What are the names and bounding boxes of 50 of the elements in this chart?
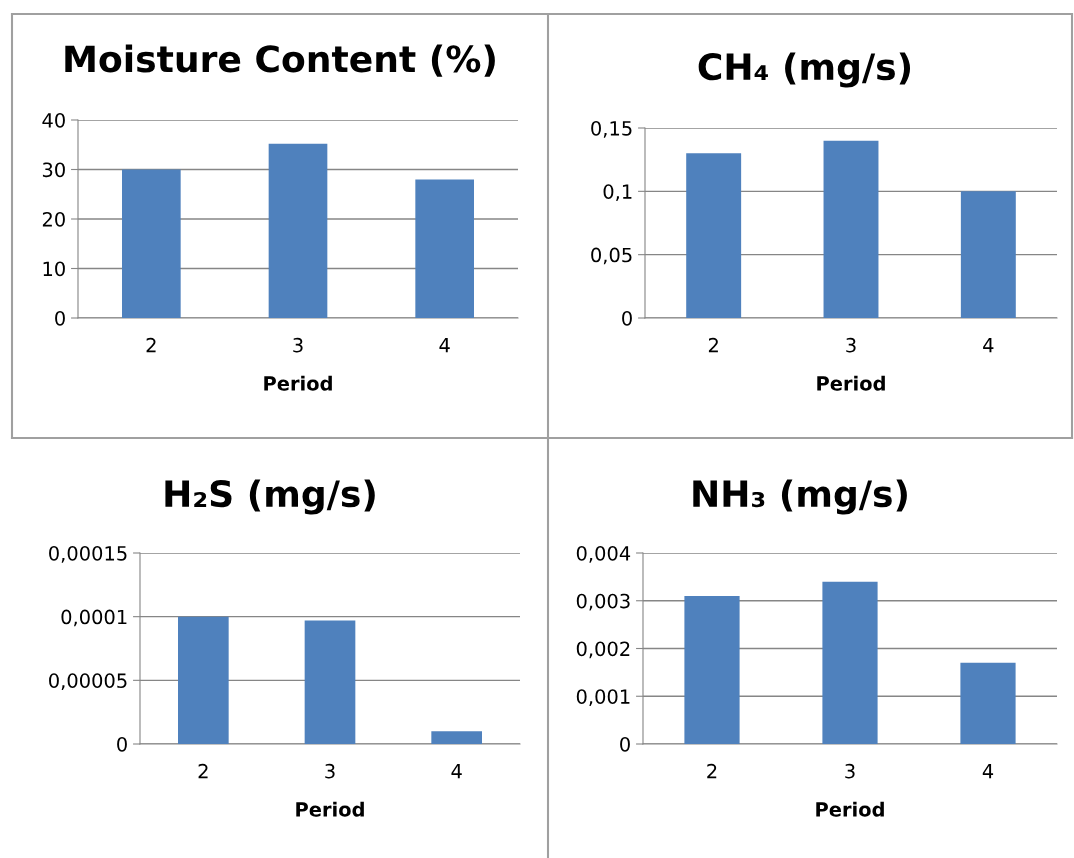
- bar: [415, 179, 474, 318]
- bar: [268, 143, 328, 318]
- y-tick-label: 0,002: [576, 641, 630, 659]
- x-axis-title: Period: [817, 375, 885, 391]
- y-tick-label: 0,004: [576, 545, 631, 563]
- x-tick-label: 4: [451, 764, 462, 779]
- x-tick-label: 2: [708, 337, 718, 353]
- y-tick-label: 10: [43, 261, 65, 277]
- y-tick-label: 40: [42, 112, 65, 128]
- x-tick-label: 4: [982, 764, 994, 779]
- y-tick-label: 0,0001: [61, 609, 127, 627]
- x-axis-title: Period: [296, 801, 364, 817]
- chart-title: Moisture Content (%): [65, 44, 495, 77]
- x-axis-title: Period: [264, 375, 332, 391]
- y-tick-label: 0: [622, 310, 632, 326]
- x-axis-title: Period: [816, 801, 884, 817]
- y-tick-label: 0,00005: [49, 673, 127, 690]
- x-tick-label: 4: [439, 338, 450, 353]
- bar: [960, 662, 1016, 744]
- y-tick-label: 0: [620, 736, 630, 752]
- bar: [304, 620, 356, 744]
- x-tick-label: 3: [845, 763, 855, 779]
- y-tick-label: 0,05: [591, 247, 632, 265]
- y-tick-label: 0: [55, 310, 65, 326]
- x-tick-label: 4: [983, 338, 994, 353]
- bar: [960, 191, 1016, 318]
- y-tick-label: 0,15: [591, 120, 632, 138]
- bar: [684, 595, 740, 744]
- x-tick-label: 3: [846, 337, 856, 353]
- y-tick-label: 0,003: [576, 593, 630, 611]
- bar: [122, 169, 181, 318]
- y-tick-label: 20: [42, 211, 65, 227]
- bar: [823, 140, 879, 318]
- y-tick-label: 0,001: [576, 689, 630, 706]
- bar: [178, 616, 229, 744]
- y-tick-label: 30: [42, 162, 65, 178]
- y-tick-label: 0,1: [603, 184, 632, 201]
- bar: [822, 581, 878, 744]
- x-tick-label: 3: [293, 337, 303, 353]
- chart-title: H₂S (mg/s): [165, 479, 375, 515]
- bar: [686, 153, 742, 318]
- y-tick-label: 0: [117, 736, 127, 752]
- bar: [431, 731, 482, 744]
- chart-title: NH₃ (mg/s): [693, 479, 907, 515]
- x-tick-label: 3: [325, 763, 335, 779]
- y-tick-label: 0,00015: [49, 545, 127, 563]
- x-tick-label: 2: [198, 763, 208, 779]
- x-tick-label: 2: [707, 763, 717, 779]
- chart-title: CH₄ (mg/s): [698, 52, 911, 88]
- x-tick-label: 2: [146, 337, 156, 353]
